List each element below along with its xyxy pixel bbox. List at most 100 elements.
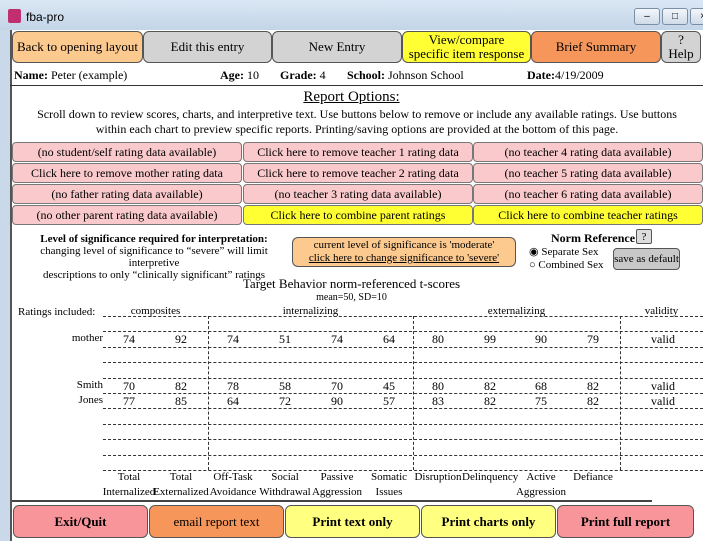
row-divider	[103, 346, 703, 348]
separate-sex-option[interactable]: ◉ Separate Sex	[529, 245, 598, 258]
rating-option-button[interactable]: (no other parent rating data available)	[12, 205, 242, 225]
app-icon	[8, 9, 21, 23]
scroll-divider	[12, 500, 652, 502]
rating-option-button[interactable]: Click here to combine parent ratings	[243, 205, 473, 225]
footer-button-email-report-text[interactable]: email report text	[149, 505, 284, 538]
rating-option-button[interactable]: Click here to remove teacher 2 rating da…	[243, 163, 473, 183]
score-cell: 68	[535, 378, 547, 393]
row-divider	[103, 316, 703, 317]
significance-title: Level of significance required for inter…	[40, 233, 268, 245]
column-label-line: Off-Task	[213, 471, 253, 483]
toolbar-button-new-entry[interactable]: New Entry	[272, 31, 402, 63]
score-cell: 77	[123, 394, 135, 408]
column-label-line: Total	[117, 471, 141, 483]
rating-option-button[interactable]: (no teacher 3 rating data available)	[243, 184, 473, 204]
rating-option-button[interactable]: (no father rating data available)	[12, 184, 242, 204]
footer-button-exit-quit[interactable]: Exit/Quit	[13, 505, 148, 538]
rating-option-button[interactable]: Click here to remove teacher 1 rating da…	[243, 142, 473, 162]
score-cell: 75	[535, 394, 547, 408]
rating-option-button[interactable]: (no teacher 6 rating data available)	[473, 184, 703, 204]
row-divider	[103, 393, 703, 394]
score-cell: 90	[331, 394, 343, 408]
score-cell: 92	[175, 332, 187, 347]
school-value: Johnson School	[388, 68, 464, 82]
rating-option-button[interactable]: Click here to remove mother rating data	[12, 163, 242, 183]
minimize-button[interactable]: –	[634, 8, 660, 25]
score-cell: 45	[383, 378, 395, 393]
column-label-line: Aggression	[515, 486, 567, 498]
footer-button-print-full-report[interactable]: Print full report	[557, 505, 694, 538]
significance-info: Level of significance required for inter…	[14, 233, 294, 281]
separate-sex-label: Separate Sex	[541, 246, 599, 258]
column-label-line: Active	[526, 471, 556, 483]
column-label-line: Externalized	[153, 486, 209, 498]
radio-selected-icon[interactable]: ◉	[529, 246, 539, 258]
score-cell: 83	[432, 394, 444, 408]
score-cell: 82	[484, 394, 496, 408]
save-default-button[interactable]: save as default	[613, 248, 680, 270]
school-field: School: Johnson School	[347, 68, 464, 83]
close-button[interactable]: ×	[690, 8, 703, 25]
score-cell: 79	[587, 332, 599, 347]
column-label: Disruption	[410, 470, 466, 500]
column-label-line: Internalized	[102, 486, 156, 498]
group-divider	[208, 316, 209, 470]
column-label-line: Avoidance	[209, 486, 257, 498]
rating-option-button[interactable]: Click here to combine teacher ratings	[473, 205, 703, 225]
column-label: Total Externalized	[153, 470, 209, 500]
norm-help-button[interactable]: ?	[636, 229, 652, 244]
validity-cell: valid	[651, 378, 675, 393]
score-cell: 80	[432, 332, 444, 347]
rating-option-button[interactable]: (no teacher 4 rating data available)	[473, 142, 703, 162]
client-area	[10, 30, 703, 541]
column-label: Defiance	[565, 470, 621, 500]
significance-desc: descriptions to only “clinically signifi…	[42, 269, 266, 281]
column-label: Total Internalized	[101, 470, 157, 500]
toolbar-button--help[interactable]: ? Help	[661, 31, 701, 63]
rating-option-button[interactable]: (no student/self rating data available)	[12, 142, 242, 162]
column-label-line	[462, 485, 518, 500]
rater-label: mother	[71, 332, 103, 345]
row-divider	[103, 423, 703, 425]
column-label: Off-Task Avoidance	[205, 470, 261, 500]
row-divider	[103, 439, 703, 441]
title-bar	[0, 0, 703, 30]
change-significance-button[interactable]: current level of significance is 'modera…	[292, 237, 516, 267]
name-value: Peter (example)	[50, 68, 128, 82]
column-label-line: Delinquency	[462, 471, 519, 483]
validity-cell: valid	[651, 332, 675, 347]
window-title: fba-pro	[26, 10, 65, 24]
column-label-line: Social	[271, 471, 299, 483]
date-value: 4/19/2009	[554, 68, 604, 82]
score-cell: 74	[227, 332, 239, 347]
footer-button-print-charts-only[interactable]: Print charts only	[421, 505, 556, 538]
table-title: Target Behavior norm-referenced t-scores	[242, 276, 461, 291]
date-field: Date:4/19/2009	[527, 68, 604, 83]
column-label-line: Somatic	[370, 471, 408, 483]
score-cell: 82	[484, 378, 496, 393]
column-label: Social Withdrawal	[257, 470, 313, 500]
row-divider	[103, 470, 703, 471]
maximize-button[interactable]: □	[662, 8, 688, 25]
column-label-line: Defiance	[573, 471, 613, 483]
significance-desc: changing level of significance to “sever…	[40, 245, 268, 269]
score-cell: 74	[123, 332, 135, 347]
column-label-line: Total	[169, 471, 193, 483]
ratings-included-label: Ratings included:	[18, 306, 96, 318]
date-label: Date:	[527, 68, 555, 82]
rating-option-button[interactable]: (no teacher 5 rating data available)	[473, 163, 703, 183]
toolbar-button-back-to-opening-layout[interactable]: Back to opening layout	[12, 31, 143, 63]
toolbar-button-view-compare-specific-item-response[interactable]: View/compare specific item response	[402, 31, 531, 63]
row-divider	[103, 408, 703, 410]
validity-cell: valid	[651, 394, 675, 408]
score-cell: 80	[432, 378, 444, 393]
group-divider	[413, 316, 414, 470]
radio-unselected-icon[interactable]: ○	[529, 259, 536, 271]
footer-button-print-text-only[interactable]: Print text only	[285, 505, 420, 538]
column-label: Delinquency	[462, 470, 518, 500]
combined-sex-option[interactable]: ○ Combined Sex	[529, 259, 604, 271]
toolbar-button-brief-summary[interactable]: Brief Summary	[531, 31, 661, 63]
toolbar-button-edit-this-entry[interactable]: Edit this entry	[143, 31, 272, 63]
score-cell: 74	[331, 332, 343, 347]
score-cell: 85	[175, 394, 187, 408]
